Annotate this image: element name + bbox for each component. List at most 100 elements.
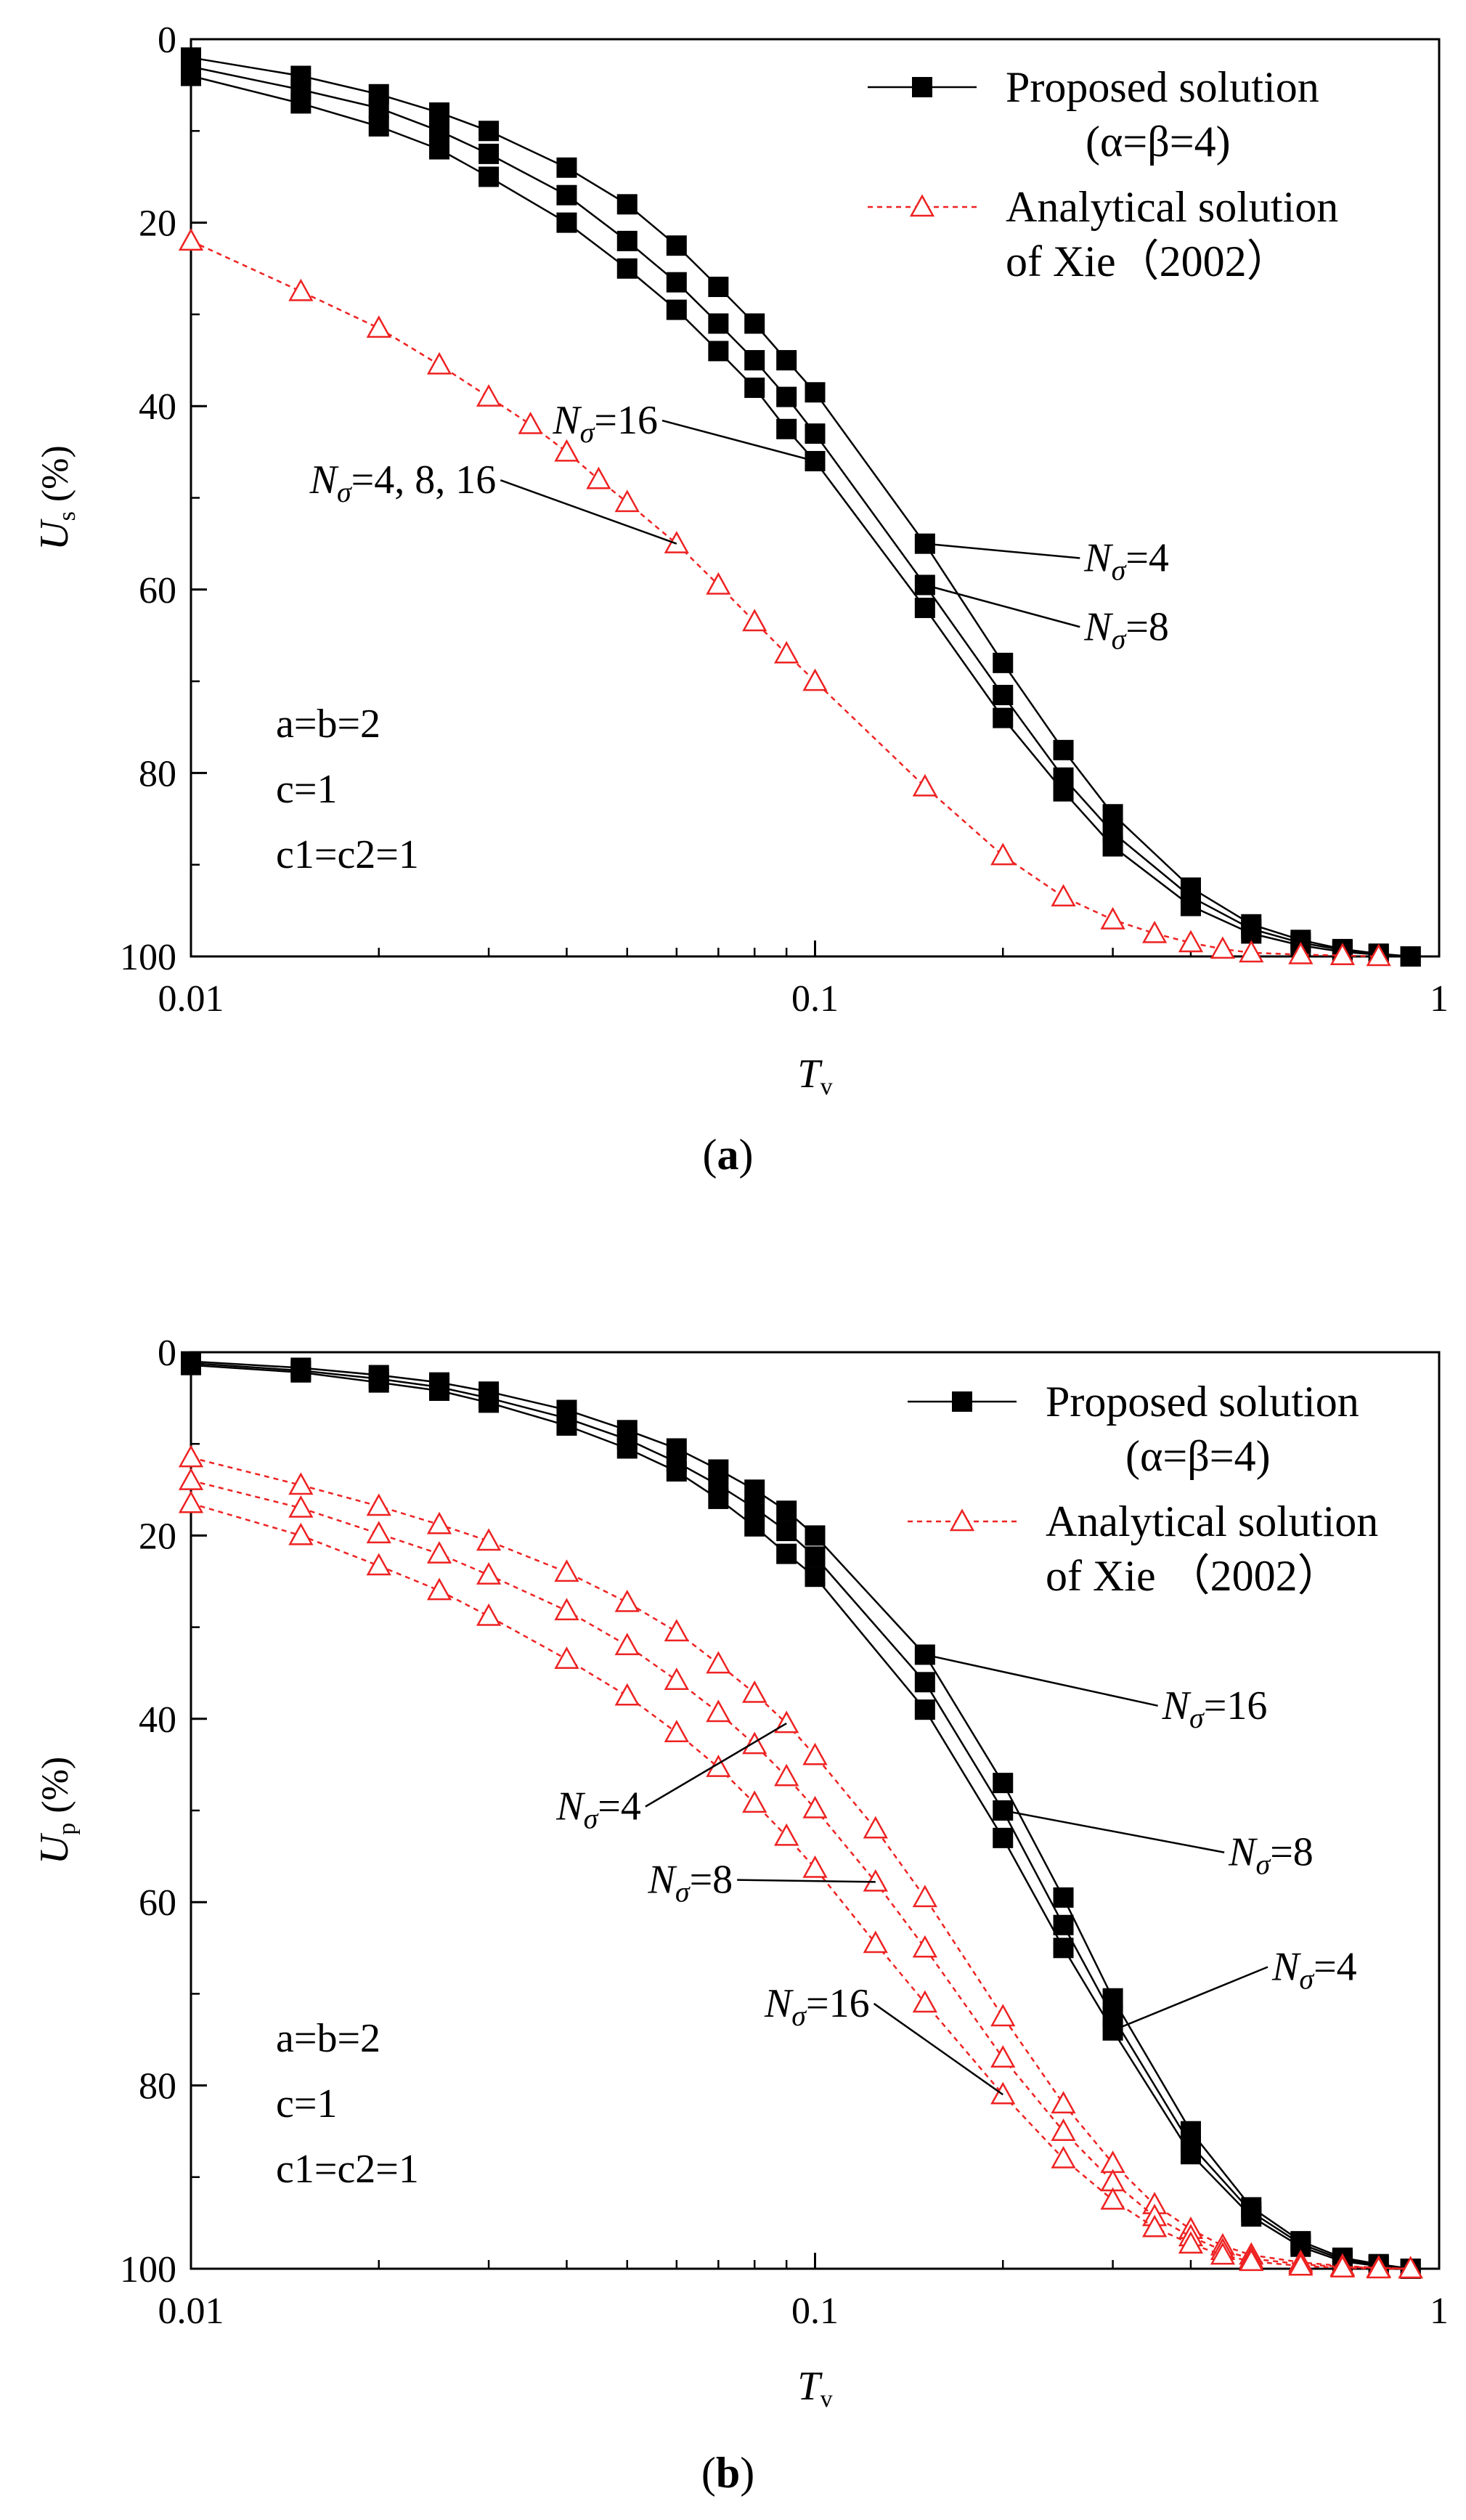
data-point [614,489,640,513]
data-point [776,1500,797,1521]
data-point [1178,930,1204,953]
data-point [616,194,638,215]
data-point [914,1672,935,1693]
x-tick-label: 1 [1430,978,1449,1020]
data-point [1400,946,1421,967]
y-tick-label: 0 [158,20,176,61]
leader-line [645,1723,787,1808]
data-point [476,1528,502,1551]
data-point [1053,781,1074,802]
data-point [178,228,204,251]
annotation: Nσ=8 [647,1858,876,1909]
data-point [556,184,577,206]
data-point [993,1773,1014,1794]
data-point [664,531,689,553]
data-point [990,2045,1016,2068]
data-point [774,1823,799,1846]
data-point [614,1589,640,1612]
data-point [288,1495,314,1518]
data-point [586,466,611,489]
annotation-label: Nσ=4, 8, 16 [309,458,497,508]
legend-marker [949,1508,975,1532]
data-point [479,143,500,164]
data-point [288,1522,314,1545]
data-point [556,157,577,178]
series-4 [178,228,1391,967]
data-point [1053,1938,1074,1959]
annotation-label: Nσ=8 [1228,1830,1314,1881]
annotation-label: Nσ=4 [1271,1944,1357,1995]
data-point [666,299,687,320]
data-point [914,598,935,619]
data-point [476,1562,502,1585]
data-point [912,1885,937,1908]
data-point [742,1731,767,1755]
data-point [556,212,577,233]
legend-label-line2: (α=β=4) [1125,1432,1271,1480]
data-point [744,350,765,371]
series-6 [178,1490,1423,2279]
leader-line [1112,1966,1269,2032]
data-point [776,350,797,371]
data-point [429,121,450,142]
series-line [190,1364,1411,2270]
data-point [1051,2145,1076,2169]
data-point [993,685,1014,706]
y-tick-label: 40 [139,1699,176,1741]
parameter-text: a=b=2 [276,2016,380,2061]
series-2 [181,1353,1421,2279]
parameter-text: c=1 [276,767,337,812]
data-point [1102,1988,1123,2009]
data-point [554,439,579,462]
y-tick-label: 100 [120,937,176,978]
data-point [742,1680,767,1703]
series-3 [181,1354,1421,2279]
data-point [664,1619,689,1642]
data-point [181,1354,201,1375]
data-point [1288,941,1314,964]
data-point [1180,895,1201,916]
legend-marker [912,77,932,97]
data-point [290,93,311,114]
data-point [1053,1887,1074,1908]
data-point [366,315,391,338]
annotation: Nσ=4 [1112,1944,1357,2032]
data-point [1329,2255,1355,2277]
data-point [1288,2253,1314,2276]
parameter-text: c1=c2=1 [276,832,419,877]
data-point [1178,2231,1204,2254]
data-point [368,115,389,137]
data-point [744,377,765,398]
data-point [426,351,452,375]
parameter-text: a=b=2 [276,702,380,747]
data-point [1053,739,1074,760]
y-tick-label: 60 [139,1882,176,1924]
data-point [863,1869,888,1892]
y-tick-label: 60 [139,570,176,611]
data-point [802,668,828,691]
leader-line [924,1654,1158,1707]
data-point [805,382,826,403]
x-tick-label: 1 [1430,2291,1449,2332]
series-line [190,1360,1411,2270]
annotation: Nσ=4, 8, 16 [309,458,677,545]
data-point [616,258,638,279]
y-tick-label: 80 [139,2066,176,2108]
y-tick-label: 100 [120,2249,176,2291]
data-point [366,1521,391,1544]
data-point [666,1461,687,1482]
data-point [774,1710,799,1733]
data-point [554,1598,579,1621]
data-point [706,572,731,595]
data-point [1102,804,1123,825]
data-point [1142,2214,1168,2237]
data-point [366,1553,391,1576]
parameter-text: c=1 [276,2081,337,2126]
series-line [190,65,1411,958]
parameter-text: c1=c2=1 [276,2147,419,2192]
data-point [1051,884,1076,907]
x-tick-label: 0.01 [158,978,224,1020]
data-point [744,313,765,334]
annotation-label: Nσ=16 [764,1981,870,2032]
